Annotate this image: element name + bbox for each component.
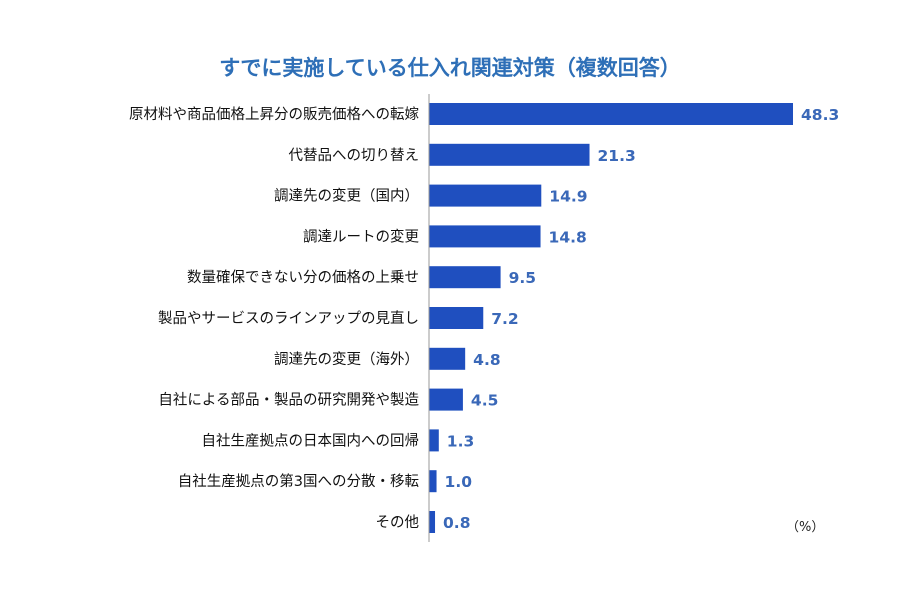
category-label: その他: [376, 514, 420, 531]
bar: [429, 470, 437, 493]
value-label: 1.3: [447, 432, 474, 450]
category-label: 調達先の変更（海外）: [274, 351, 419, 368]
category-label: 原材料や商品価格上昇分の販売価格への転嫁: [129, 106, 419, 123]
unit-label: （%）: [786, 520, 825, 535]
category-label: 数量確保できない分の価格の上乗せ: [187, 269, 419, 286]
value-label: 0.8: [443, 514, 470, 532]
value-label: 1.0: [445, 473, 473, 491]
chart-title: すでに実施している仕入れ関連対策（複数回答）: [219, 56, 681, 80]
bar: [429, 225, 541, 248]
bar: [429, 103, 793, 125]
value-label: 14.8: [549, 228, 587, 246]
bar: [429, 429, 439, 452]
category-label: 自社生産拠点の第3国への分散・移転: [178, 472, 419, 490]
category-label: 調達先の変更（国内）: [274, 188, 419, 205]
bar: [429, 143, 590, 166]
category-label: 自社による部品・製品の研究開発や製造: [158, 392, 419, 409]
category-label: 自社生産拠点の日本国内への回帰: [202, 431, 420, 449]
value-label: 21.3: [598, 147, 636, 165]
value-label: 9.5: [509, 269, 536, 287]
category-label: 調達ルートの変更: [303, 228, 419, 245]
value-label: 48.3: [801, 106, 839, 124]
bar: [429, 307, 484, 329]
bar: [429, 266, 501, 289]
value-label: 4.5: [471, 392, 498, 410]
bar: [429, 388, 463, 411]
value-label: 7.2: [491, 310, 518, 328]
category-label: 代替品への切り替え: [289, 147, 420, 164]
bar: [429, 184, 542, 207]
category-label: 製品やサービスのラインアップの見直し: [158, 310, 419, 327]
value-label: 14.9: [549, 188, 587, 206]
bar: [429, 511, 436, 533]
value-label: 4.8: [473, 351, 500, 369]
bar: [429, 347, 466, 370]
